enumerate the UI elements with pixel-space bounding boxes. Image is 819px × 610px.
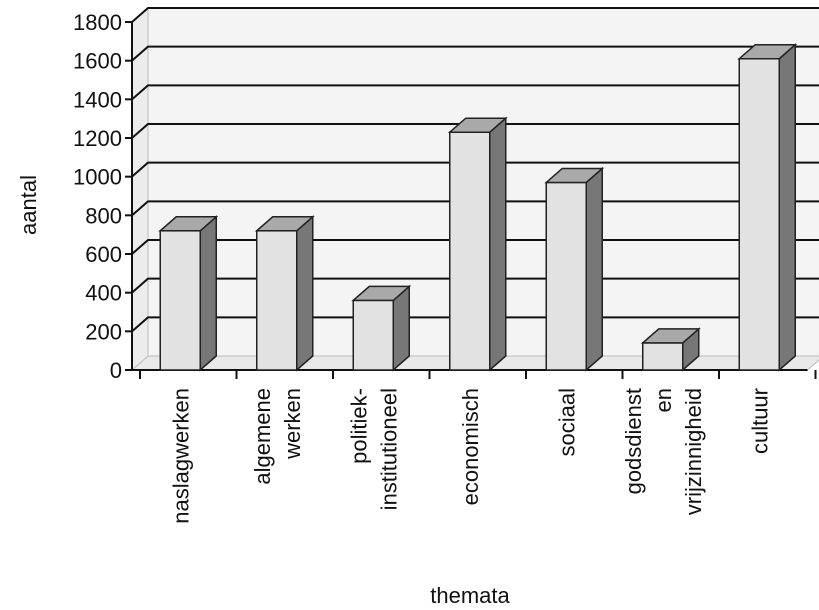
labels: 0 200 400 600 800 1000 1200 1400 1600 1800 naslagw… (73, 10, 772, 524)
x-tick-label-line: cultuur (747, 388, 772, 454)
bar-top (158, 216, 219, 232)
y-axis-label: aantal (16, 175, 41, 235)
bar-front (256, 230, 298, 371)
y-tick-label: 1600 (73, 49, 122, 74)
bar-top (737, 43, 798, 60)
bar-top (544, 167, 605, 184)
bar-front (352, 299, 394, 371)
x-tick-label: politiek-institutioneel (346, 388, 401, 510)
x-tick-label-line: godsdienst (621, 388, 646, 494)
x-tick-label-line: sociaal (554, 388, 579, 456)
bars (158, 43, 798, 372)
x-tick-label-line: algemene (250, 388, 275, 485)
x-tick-label-line: en (651, 388, 676, 412)
y-tick-label: 200 (85, 319, 122, 344)
bar-side (296, 215, 314, 372)
gridline (131, 7, 819, 23)
bar-front (449, 131, 491, 371)
x-tick-label: sociaal (554, 388, 579, 456)
gridline (131, 123, 819, 139)
bar (640, 327, 701, 372)
gridline (131, 84, 819, 101)
y-tick-label: 600 (85, 242, 122, 267)
x-tick-label-line: naslagwerken (168, 388, 193, 524)
bar-side (778, 43, 796, 372)
y-tick-label: 1000 (73, 165, 122, 190)
bar-side (489, 116, 507, 372)
bar-front (545, 181, 587, 371)
bar-top (351, 285, 412, 302)
bar-front (738, 57, 780, 371)
x-tick-label: godsdienst en vrijzinnigheid (621, 388, 706, 515)
y-tick-label: 800 (85, 203, 122, 228)
bar-side (585, 166, 603, 372)
x-tick-label-line: vrijzinnigheid (681, 388, 706, 515)
x-tick-label-line: economisch (458, 388, 483, 505)
x-tick-label-line: politiek- (346, 388, 371, 464)
x-tick-label: algemene werken (250, 388, 305, 485)
y-tick-label: 1800 (73, 10, 122, 35)
x-tick-label: naslagwerken (168, 388, 193, 524)
y-tick-label: 1200 (73, 126, 122, 151)
x-tick-label: economisch (458, 388, 483, 505)
bar-front (642, 342, 684, 371)
bar (158, 215, 219, 372)
x-axis-label: themata (430, 583, 510, 608)
bar-top (640, 328, 701, 344)
x-tick-label: cultuur (747, 388, 772, 454)
x-tick-label-line: institutioneel (376, 388, 401, 510)
side-wall (131, 6, 149, 372)
gridline (131, 45, 819, 62)
bar (254, 215, 315, 372)
gridline (131, 161, 819, 178)
y-tick-label: 400 (85, 281, 122, 306)
x-tick-label-line: werken (280, 388, 305, 460)
bar (351, 284, 412, 372)
bar (447, 116, 508, 372)
bar (544, 166, 605, 372)
bar-side (199, 215, 217, 372)
bar (737, 43, 798, 372)
bar-top (447, 117, 508, 133)
y-tick-label: 0 (110, 358, 122, 383)
y-tick-label: 1400 (73, 87, 122, 112)
bar-front (159, 230, 201, 371)
bar-top (254, 216, 315, 232)
